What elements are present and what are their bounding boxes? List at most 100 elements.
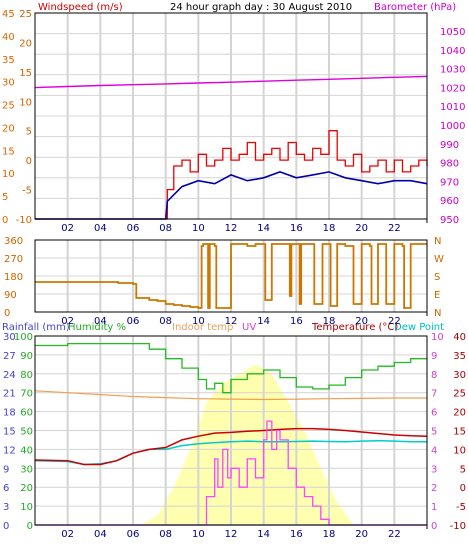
barometer-tick-label: 990: [440, 140, 459, 151]
rainfall-tick-label: 0: [3, 521, 9, 532]
wind-tick-label: 5: [26, 127, 32, 138]
p3-x-tick-label: 16: [290, 529, 303, 540]
p2-x-tick-label: 12: [225, 316, 238, 327]
temperature-series-line: [34, 427, 428, 466]
uv-tick-label: 4: [431, 445, 437, 456]
compass-tick-label: N: [434, 308, 441, 319]
wind-outer-tick-label: 20: [2, 123, 15, 134]
direction-tick-label: 0: [4, 308, 10, 319]
rainfall-tick-label: 3: [3, 502, 9, 513]
direction-tick-label: 180: [4, 272, 23, 283]
uv-axis-label: UV: [242, 322, 256, 333]
direction-tick-label: 270: [4, 254, 23, 265]
humidity-tick-label: 80: [20, 370, 33, 381]
p3-x-tick-label: 10: [192, 529, 205, 540]
p2-x-tick-label: 06: [127, 316, 140, 327]
humidity-tick-label: 50: [20, 427, 33, 438]
rainfall-tick-label: 12: [3, 445, 16, 456]
p1-x-tick-label: 14: [257, 223, 270, 234]
p1-x-tick-label: 10: [192, 223, 205, 234]
p3-x-tick-label: 22: [388, 529, 401, 540]
panel-wind-frame: [34, 12, 428, 220]
p1-x-tick-label: 18: [323, 223, 336, 234]
humidity-tick-label: 10: [20, 502, 33, 513]
p3-x-tick-label: 04: [94, 529, 107, 540]
p2-x-tick-label: 14: [257, 316, 270, 327]
wind-tick-label: 10: [19, 97, 32, 108]
temperature-axis-label: Temperature (°C): [311, 322, 398, 333]
wind-outer-tick-label: 30: [2, 78, 15, 89]
wind-tick-label: -5: [22, 186, 32, 197]
p1-x-tick-label: 16: [290, 223, 303, 234]
humidity-series-line: [35, 342, 427, 394]
temperature-tick-label: 10: [453, 445, 466, 456]
p1-x-tick-label: 06: [127, 223, 140, 234]
rainfall-tick-label: 27: [3, 351, 16, 362]
panel-temperature-frame: [34, 335, 428, 526]
wind-direction-series-line: [35, 243, 427, 309]
uv-tick-label: 7: [431, 389, 437, 400]
compass-tick-label: E: [434, 290, 440, 301]
uv-tick-label: 3: [431, 464, 437, 475]
wind-tick-label: 25: [19, 9, 32, 20]
uv-tick-label: 9: [431, 351, 437, 362]
wind-tick-label: 0: [26, 156, 32, 167]
temperature-tick-label: -5: [456, 502, 466, 513]
barometer-series-line: [34, 75, 428, 89]
wind-outer-tick-label: 10: [2, 169, 15, 180]
humidity-axis-label: Humidity %: [68, 322, 126, 333]
compass-tick-label: S: [434, 272, 440, 283]
barometer-tick-label: 1020: [440, 83, 465, 94]
p2-x-tick-label: 10: [192, 316, 205, 327]
rainfall-tick-label: 9: [3, 464, 9, 475]
wind-gust-series-line: [35, 130, 428, 220]
p2-x-tick-label: 08: [159, 316, 172, 327]
direction-tick-label: 90: [4, 290, 17, 301]
panel-direction-frame: [34, 239, 428, 313]
temperature-tick-label: 20: [453, 408, 466, 419]
barometer-tick-label: 950: [440, 215, 459, 226]
rainfall-tick-label: 15: [3, 427, 16, 438]
barometer-tick-label: 1000: [440, 121, 465, 132]
wind-outer-tick-label: 15: [2, 146, 15, 157]
rainfall-axis-label: Rainfall (mm): [2, 322, 70, 333]
wind-tick-label: 20: [19, 38, 32, 49]
chart-title: 24 hour graph day : 30 August 2010: [170, 2, 352, 13]
p2-x-tick-label: 02: [61, 316, 74, 327]
wind-outer-tick-label: 35: [2, 55, 15, 66]
wind-outer-tick-label: 45: [2, 9, 15, 20]
p2-x-tick-label: 22: [388, 316, 401, 327]
temperature-tick-label: 30: [453, 370, 466, 381]
barometer-tick-label: 1010: [440, 102, 465, 113]
p2-x-tick-label: 16: [290, 316, 303, 327]
uv-tick-label: 8: [431, 370, 437, 381]
humidity-tick-label: 90: [20, 351, 33, 362]
uv-tick-label: 1: [431, 502, 437, 513]
p1-x-tick-label: 12: [225, 223, 238, 234]
temperature-tick-label: 15: [453, 427, 466, 438]
p3-x-tick-label: 02: [61, 529, 74, 540]
indoor-temp-label: Indoor temp: [172, 322, 233, 333]
uv-tick-label: 2: [431, 483, 437, 494]
rainfall-tick-label: 21: [3, 389, 16, 400]
temperature-tick-label: -10: [450, 521, 466, 532]
rainfall-tick-label: 6: [3, 483, 9, 494]
dew-point-label: Dew Point: [394, 322, 444, 333]
p1-x-tick-label: 20: [355, 223, 368, 234]
uv-series-line: [35, 420, 427, 526]
temperature-tick-label: 0: [460, 483, 466, 494]
uv-tick-label: 5: [431, 427, 437, 438]
wind-outer-tick-label: 0: [2, 215, 8, 226]
p3-x-tick-label: 06: [127, 529, 140, 540]
temperature-tick-label: 40: [453, 332, 466, 343]
wind-outer-tick-label: 25: [2, 101, 15, 112]
rainfall-tick-label: 30: [3, 332, 16, 343]
rainfall-tick-label: 18: [3, 408, 16, 419]
temperature-tick-label: 5: [460, 464, 466, 475]
barometer-tick-label: 970: [440, 177, 459, 188]
barometer-axis-label: Barometer (hPa): [374, 2, 456, 13]
uv-tick-label: 0: [431, 521, 437, 532]
p2-x-tick-label: 20: [355, 316, 368, 327]
p3-x-tick-label: 18: [323, 529, 336, 540]
